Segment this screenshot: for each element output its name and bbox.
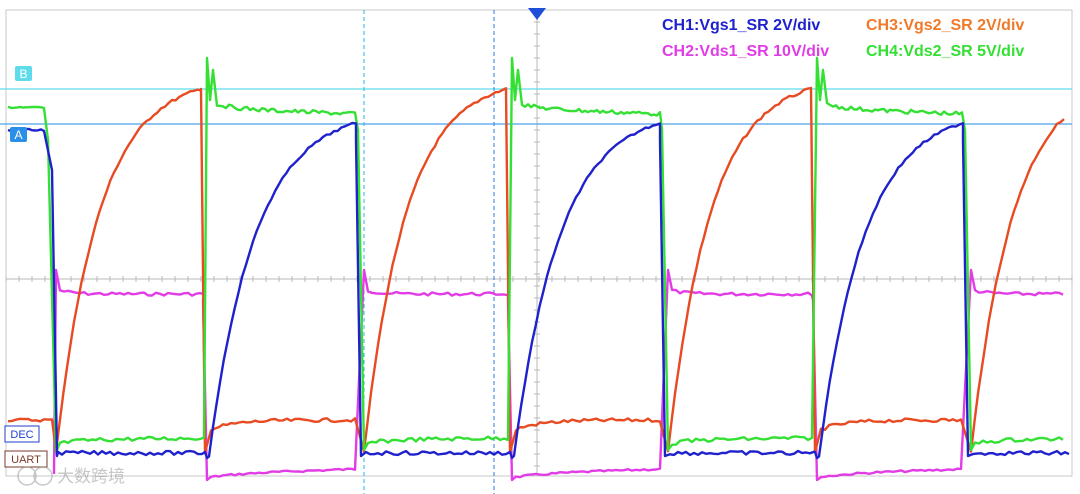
trace-vds2 (7, 56, 1064, 454)
waveform-traces (7, 56, 1070, 482)
legend-ch3: CH3:Vgs2_SR 2V/div (866, 17, 1024, 34)
legend: CH1:Vgs1_SR 2V/div CH3:Vgs2_SR 2V/div CH… (662, 17, 1024, 60)
trace-vgs2 (7, 86, 1065, 454)
svg-text:大数跨境: 大数跨境 (57, 467, 125, 487)
svg-text:UART: UART (11, 454, 41, 466)
svg-text:B: B (19, 67, 27, 81)
trigger-position-marker[interactable] (528, 8, 546, 20)
trace-vds1 (52, 268, 1064, 482)
svg-text:DEC: DEC (10, 429, 33, 441)
cursor-a-label[interactable]: A (10, 127, 27, 142)
legend-ch2: CH2:Vds1_SR 10V/div (662, 43, 829, 60)
legend-ch1: CH1:Vgs1_SR 2V/div (662, 17, 820, 34)
svg-text:A: A (14, 128, 22, 142)
watermark: 大数跨境 (17, 466, 125, 487)
trace-vgs1 (7, 121, 1070, 460)
dec-tag[interactable]: DEC (4, 425, 40, 443)
uart-tag[interactable]: UART (4, 450, 48, 468)
legend-ch4: CH4:Vds2_SR 5V/div (866, 43, 1024, 60)
cursor-b-label[interactable]: B (15, 66, 32, 81)
